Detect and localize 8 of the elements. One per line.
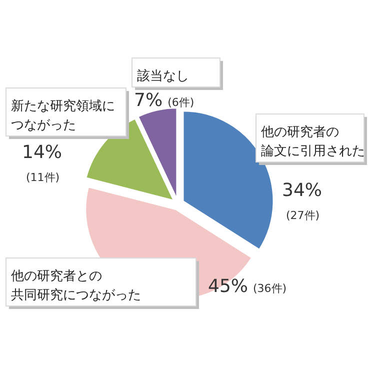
slice-label: 他の研究者の論文に引用された	[261, 125, 365, 159]
slice-label: 新たな研究領域につながった	[11, 99, 115, 133]
data-label: 14% (11件)	[22, 142, 62, 184]
slice-label: 該当なし	[137, 68, 189, 84]
slice-label: 他の研究者との共同研究につながった	[11, 269, 141, 303]
data-label: 34% (27件)	[282, 180, 322, 222]
data-label: 7% (6件)	[134, 90, 194, 111]
data-label: 45% (36件)	[208, 276, 287, 297]
